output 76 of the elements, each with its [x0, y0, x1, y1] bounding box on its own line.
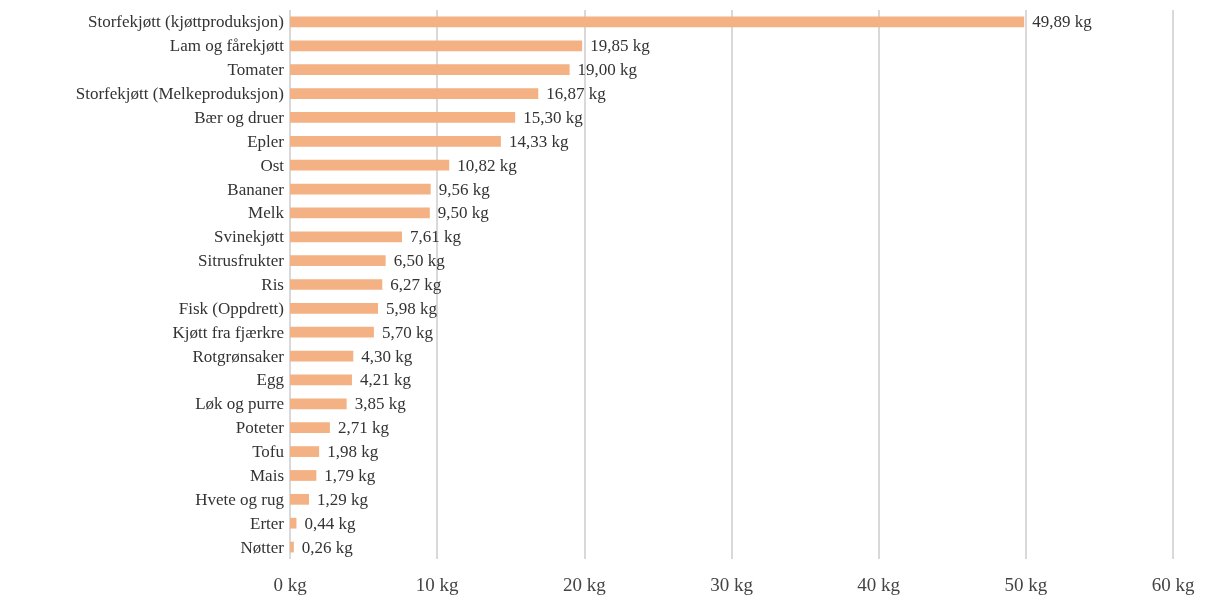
data-label: 6,27 kg	[390, 275, 442, 294]
data-label: 49,89 kg	[1032, 12, 1093, 32]
bar	[290, 183, 431, 195]
bar	[290, 135, 501, 147]
data-label: 14,33 kg	[508, 131, 569, 151]
data-label: 19,85 kg	[590, 36, 651, 56]
bar	[290, 422, 330, 434]
y-tick-label: Lam og fårekjøtt	[169, 36, 285, 56]
bar	[290, 279, 383, 290]
y-tick-label: Svinekjøtt	[214, 227, 285, 247]
y-tick-label: Fisk (Oppdrett)	[178, 298, 284, 318]
data-label: 16,87 kg	[546, 84, 607, 104]
x-tick-label: 20 kg	[562, 574, 607, 595]
y-tick-label: Storfekjøtt (kjøttproduksjon)	[88, 12, 284, 32]
y-tick-label: Epler	[247, 131, 285, 151]
y-tick-label: Nøtter	[240, 537, 285, 557]
data-label: 9,50 kg	[437, 203, 490, 223]
data-label: 10,82 kg	[457, 155, 518, 175]
y-tick-label: Poteter	[235, 418, 285, 438]
bar	[290, 374, 352, 386]
bar	[290, 517, 297, 529]
data-label: 6,50 kg	[393, 251, 446, 271]
y-tick-label: Melk	[248, 203, 285, 223]
y-tick-label: Løk og purre	[195, 394, 284, 414]
y-tick-label: Kjøtt fra fjærkre	[172, 322, 284, 342]
bar	[290, 231, 402, 243]
data-label: 0,26 kg	[301, 537, 354, 557]
data-label: 4,30 kg	[361, 346, 413, 366]
bar	[290, 207, 430, 219]
x-tick-label: 30 kg	[710, 574, 754, 595]
y-tick-label: Sitrusfrukter	[198, 251, 285, 271]
x-tick-label: 50 kg	[1004, 574, 1048, 595]
data-label: 1,79 kg	[324, 465, 376, 485]
data-label: 1,29 kg	[316, 489, 369, 509]
y-tick-label: Bær og druer	[194, 107, 285, 127]
data-label: 2,71 kg	[337, 418, 390, 438]
y-tick-label: Bananer	[227, 179, 285, 199]
bar	[290, 112, 516, 123]
y-tick-label: Storfekjøtt (Melkeproduksjon)	[75, 84, 284, 104]
y-tick-label: Hvete og rug	[195, 489, 285, 509]
data-label: 5,98 kg	[386, 298, 438, 318]
bar	[290, 40, 583, 52]
bar	[290, 446, 320, 457]
bar	[290, 470, 317, 481]
bar	[290, 350, 354, 362]
data-label: 3,85 kg	[354, 394, 407, 414]
data-label: 9,56 kg	[438, 179, 491, 199]
data-label: 7,61 kg	[409, 227, 462, 247]
data-label: 1,98 kg	[327, 442, 379, 462]
y-tick-label: Egg	[256, 370, 285, 390]
bar	[290, 541, 294, 553]
y-tick-label: Tofu	[252, 442, 285, 462]
x-tick-label: 10 kg	[415, 574, 460, 595]
bar	[290, 326, 374, 338]
bar	[290, 493, 309, 505]
bar	[290, 398, 347, 410]
bar	[290, 16, 1025, 28]
bar	[290, 159, 450, 171]
x-tick-label: 0 kg	[273, 574, 308, 595]
bar	[290, 64, 570, 76]
bar	[290, 88, 539, 99]
data-label: 5,70 kg	[381, 322, 434, 342]
data-label: 0,44 kg	[304, 513, 356, 533]
y-tick-label: Mais	[250, 465, 284, 485]
data-label: 4,21 kg	[359, 370, 412, 390]
y-tick-label: Ris	[261, 275, 284, 294]
data-label: 15,30 kg	[523, 107, 584, 127]
bar	[290, 255, 386, 266]
y-tick-label: Ost	[260, 155, 285, 175]
y-tick-label: Rotgrønsaker	[192, 346, 285, 366]
x-tick-label: 40 kg	[857, 574, 901, 595]
x-tick-label: 60 kg	[1151, 574, 1195, 595]
bar	[290, 303, 379, 314]
data-label: 19,00 kg	[577, 60, 638, 80]
y-tick-label: Erter	[250, 513, 285, 533]
y-tick-label: Tomater	[227, 60, 285, 80]
